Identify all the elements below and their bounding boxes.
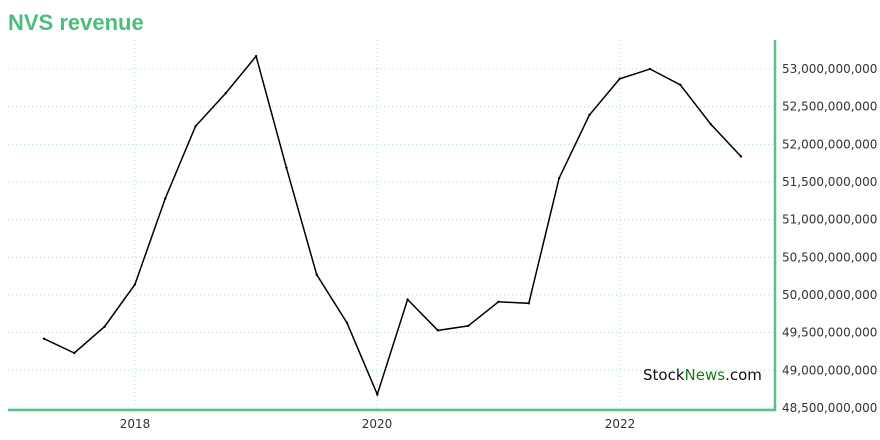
data-point bbox=[345, 321, 349, 325]
data-point bbox=[497, 300, 500, 303]
x-tick-label: 2022 bbox=[605, 417, 636, 431]
y-tick-label: 50,000,000,000 bbox=[782, 288, 877, 302]
data-point bbox=[648, 67, 652, 71]
series-line bbox=[43, 54, 742, 397]
data-point bbox=[406, 298, 409, 301]
y-tick-label: 49,500,000,000 bbox=[782, 326, 877, 340]
data-point bbox=[194, 125, 197, 128]
y-tick-label: 52,000,000,000 bbox=[782, 137, 877, 151]
data-point bbox=[254, 54, 258, 58]
data-point bbox=[73, 351, 76, 355]
y-tick-label: 53,000,000,000 bbox=[782, 62, 877, 76]
y-tick-label: 50,500,000,000 bbox=[782, 250, 877, 264]
watermark-stock: Stock bbox=[643, 366, 685, 384]
y-axis-ticks: 48,500,000,000 49,000,000,000 49,500,000,0… bbox=[782, 62, 877, 415]
y-tick-label: 52,500,000,000 bbox=[782, 100, 877, 114]
watermark-dotcom: .com bbox=[725, 366, 762, 384]
data-point bbox=[618, 77, 621, 80]
data-point bbox=[376, 393, 379, 396]
watermark-news: News bbox=[685, 366, 726, 384]
y-tick-label: 51,500,000,000 bbox=[782, 175, 877, 189]
data-point bbox=[467, 324, 470, 328]
data-point bbox=[739, 155, 743, 158]
data-point bbox=[527, 302, 530, 305]
data-point bbox=[679, 83, 682, 87]
watermark: StockNews.com bbox=[643, 366, 762, 384]
x-tick-label: 2018 bbox=[120, 417, 151, 431]
data-point bbox=[133, 283, 137, 286]
grid bbox=[8, 40, 775, 410]
data-point bbox=[103, 325, 106, 328]
y-tick-label: 49,000,000,000 bbox=[782, 363, 877, 377]
data-points bbox=[42, 54, 743, 396]
x-tick-label: 2020 bbox=[362, 417, 393, 431]
data-point bbox=[164, 197, 167, 200]
data-point bbox=[436, 329, 440, 332]
data-point bbox=[315, 273, 318, 276]
data-point bbox=[588, 113, 591, 117]
data-point bbox=[285, 166, 288, 169]
y-tick-label: 48,500,000,000 bbox=[782, 401, 877, 415]
data-point bbox=[224, 91, 227, 95]
data-point bbox=[709, 122, 712, 126]
y-tick-label: 51,000,000,000 bbox=[782, 213, 877, 227]
x-axis-ticks: 2018 2020 2022 bbox=[120, 417, 636, 431]
data-point bbox=[42, 337, 46, 340]
chart-title: NVS revenue bbox=[8, 10, 144, 35]
data-point bbox=[557, 177, 561, 180]
